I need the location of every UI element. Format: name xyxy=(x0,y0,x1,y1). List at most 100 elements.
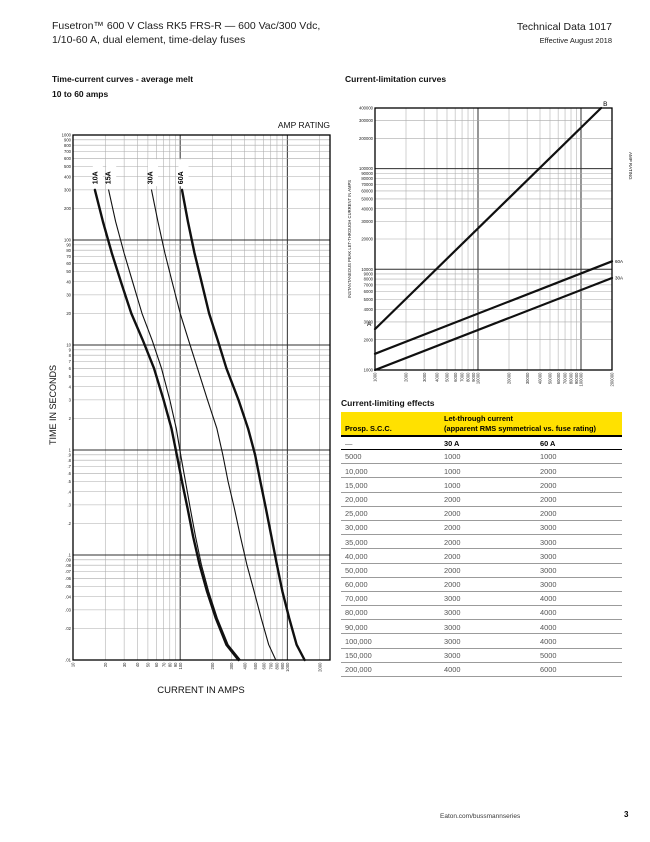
x-tick-label: 1000 xyxy=(285,662,290,672)
y-tick-label: .07 xyxy=(65,569,71,574)
x-tick-label: 70000 xyxy=(563,372,568,384)
table-heading: Current-limiting effects xyxy=(341,398,435,408)
y-tick-label: 400 xyxy=(64,174,72,179)
y-tick-label: 6000 xyxy=(364,289,374,294)
table-cell: 2000 xyxy=(536,506,622,521)
x-tick-label: 90 xyxy=(173,662,178,667)
y-tick-label: 50000 xyxy=(361,197,373,202)
table-cell: 1000 xyxy=(440,477,536,493)
table-cell: 35,000 xyxy=(341,534,440,550)
x-tick-label: 100 xyxy=(178,662,183,670)
table-cell: 3000 xyxy=(536,534,622,550)
table-row: 200,000 4000 6000 xyxy=(341,662,622,678)
table-cell: 3000 xyxy=(440,619,536,635)
y-tick-label: 70000 xyxy=(361,182,373,187)
page-title-line2: 1/10-60 A, dual element, time-delay fuse… xyxy=(52,33,246,46)
y-tick-label: 200 xyxy=(64,206,72,211)
annotation-A: A xyxy=(367,321,372,328)
y-tick-label: 800 xyxy=(64,143,72,148)
table-cell: 3000 xyxy=(440,591,536,607)
x-tick-label: 80 xyxy=(168,662,173,667)
table-cell: 3000 xyxy=(440,605,536,621)
x-tick-label: 8000 xyxy=(466,372,471,382)
curve-30A xyxy=(150,189,277,661)
y-tick-label: .03 xyxy=(65,608,71,613)
table-cell: 1000 xyxy=(440,463,536,479)
y-tick-label: 200000 xyxy=(359,136,374,141)
x-tick-label: 4000 xyxy=(435,372,440,382)
table-cell: 4000 xyxy=(536,619,622,635)
y-tick-label: 30 xyxy=(66,293,71,298)
table-row: 25,000 2000 2000 xyxy=(341,506,622,521)
x-tick-label: 30000 xyxy=(525,372,530,384)
table-row: 30,000 2000 3000 xyxy=(341,520,622,536)
table-row: 60,000 2000 3000 xyxy=(341,577,622,592)
y-tick-label: 10 xyxy=(66,343,71,348)
x-tick-label: 700 xyxy=(268,662,273,670)
table-row: 50,000 2000 3000 xyxy=(341,563,622,578)
x-tick-label: 1000 xyxy=(373,372,378,382)
y-tick-label: .1 xyxy=(68,553,72,558)
x-tick-label: 3000 xyxy=(422,372,427,382)
x-tick-label: 60 xyxy=(154,662,159,667)
table-row: 40,000 2000 3000 xyxy=(341,548,622,564)
table-row: 80,000 3000 4000 xyxy=(341,605,622,621)
table-cell: 1000 xyxy=(536,449,622,465)
table-cell: 90,000 xyxy=(341,619,440,635)
table-cell: 4000 xyxy=(536,591,622,607)
x-tick-label: 80000 xyxy=(569,372,574,384)
y-tick-label: 1000 xyxy=(364,368,374,373)
table-row: 10,000 1000 2000 xyxy=(341,463,622,479)
y-tick-label: 7 xyxy=(69,359,72,364)
y-tick-label: 90000 xyxy=(361,171,373,176)
table-row: 90,000 3000 4000 xyxy=(341,619,622,635)
y-tick-label: .8 xyxy=(68,458,72,463)
current-limitation-chart: 1000 2000 3000 4000 5000 6000 7000 8000 9000 1000… xyxy=(347,101,633,387)
annotation-B: B xyxy=(603,101,607,108)
x-tick-label: 9000 xyxy=(471,372,476,382)
time-current-heading: Time-current curves - average melt xyxy=(52,74,194,84)
x-tick-label: 300 xyxy=(229,662,234,670)
table-cell: 3000 xyxy=(536,563,622,578)
table-cell: 2000 xyxy=(536,477,622,493)
y-tick-label: 4000 xyxy=(364,307,374,312)
y-tick-label: 50 xyxy=(66,269,71,274)
y-tick-label: 100 xyxy=(64,238,72,243)
y-tick-label: .2 xyxy=(68,521,72,526)
y-tick-label: 20000 xyxy=(361,237,373,242)
annotation-30A: 30A xyxy=(615,276,623,281)
table-cell: 150,000 xyxy=(341,648,440,663)
table-row: 20,000 2000 2000 xyxy=(341,492,622,507)
let-through-line1: Let-through current xyxy=(444,414,513,423)
y-tick-label: 60000 xyxy=(361,189,373,194)
y-tick-label: 1 xyxy=(69,448,72,453)
table-cell: 3000 xyxy=(440,633,536,649)
y-tick-label: 4 xyxy=(69,384,72,389)
x-tick-label: 90000 xyxy=(574,372,579,384)
annotation-60A: 60A xyxy=(615,259,623,264)
doc-reference: Technical Data 1017 Effective August 201… xyxy=(517,21,612,45)
x-tick-label: 2000 xyxy=(317,662,322,672)
annotation-10A: 10A xyxy=(92,171,99,184)
y-tick-label: 400000 xyxy=(359,106,374,111)
y-tick-label: 10000 xyxy=(361,267,373,272)
table-cell: 2000 xyxy=(440,563,536,578)
table-cell: 5000 xyxy=(341,449,440,465)
curve-60A xyxy=(373,260,614,355)
y-tick-label: 90 xyxy=(66,242,71,247)
current-limitation-heading: Current-limitation curves xyxy=(345,74,447,84)
x-tick-label: 70 xyxy=(161,662,166,667)
x-tick-label: 200000 xyxy=(610,372,615,387)
table-row: 15,000 1000 2000 xyxy=(341,477,622,493)
x-tick-label: 800 xyxy=(275,662,280,670)
table-cell: 2000 xyxy=(440,534,536,550)
y-tick-label: 80000 xyxy=(361,176,373,181)
table-cell: 200,000 xyxy=(341,662,440,678)
table-cell: 6000 xyxy=(536,662,622,678)
y-tick-label: 5 xyxy=(69,374,72,379)
table-subheader-row: — 30 A 60 A xyxy=(341,436,622,450)
table-cell: 25,000 xyxy=(341,506,440,521)
table-cell: 3000 xyxy=(536,520,622,536)
table-row: 100,000 3000 4000 xyxy=(341,633,622,649)
